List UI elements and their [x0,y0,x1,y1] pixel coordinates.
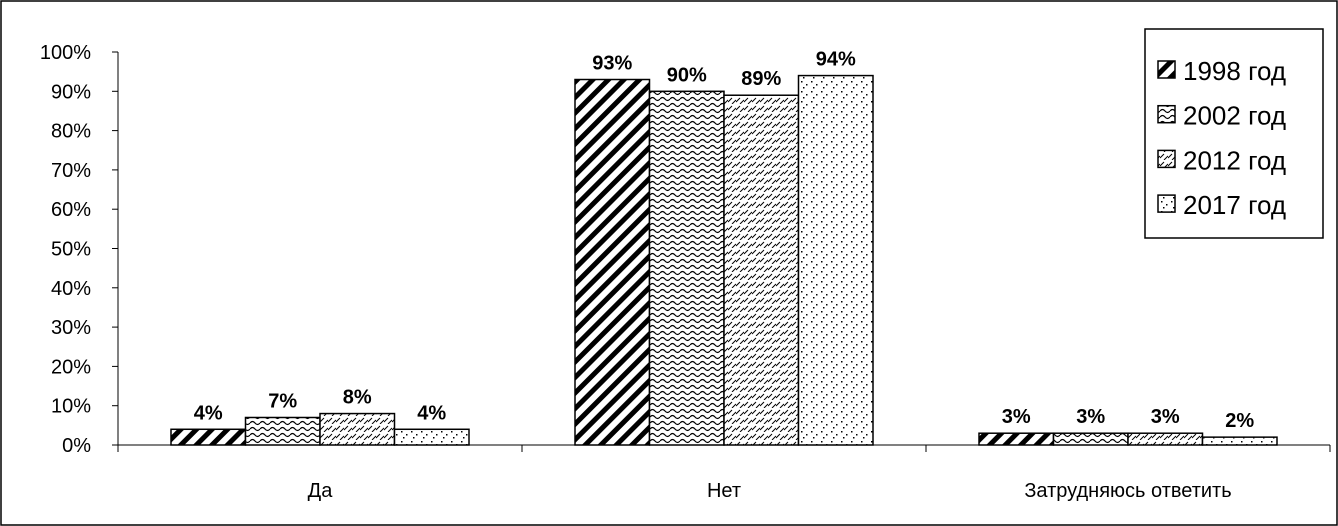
bar [797,74,874,446]
data-label: 90% [667,64,707,86]
data-label: 3% [1151,406,1180,428]
legend: 1998 год 2002 год 2012 год 2017 год [1144,28,1324,239]
y-tick-label: 40% [51,278,91,300]
data-labels: 4% 93% 3% 7% 90% 3% 8% 89% 3% 4% 94% 2% [194,49,1255,433]
data-label: 89% [741,68,781,90]
data-label: 3% [1076,406,1105,428]
y-tick-label: 100% [40,42,91,64]
category-label: Затрудняюсь ответить [1024,480,1231,502]
data-label: 93% [592,53,632,75]
legend-label: 2017 год [1183,190,1286,220]
y-axis: 0% 10% 20% 30% 40% 50% 60% 70% 80% 90% 100% [40,42,119,457]
category-label: Да [308,480,334,502]
bar [1201,436,1278,446]
data-label: 2% [1225,410,1254,432]
bar [978,432,1055,446]
bar [244,416,321,446]
y-tick-label: 80% [51,121,91,143]
data-label: 4% [417,402,446,424]
legend-label: 2002 год [1183,101,1286,131]
y-tick-label: 0% [62,435,91,457]
data-label: 4% [194,402,223,424]
bar [574,78,651,446]
data-label: 8% [343,387,372,409]
data-label: 3% [1002,406,1031,428]
bar [170,428,247,446]
y-tick-label: 60% [51,199,91,221]
y-tick-label: 20% [51,356,91,378]
legend-swatch [1157,194,1176,213]
bar [648,90,725,446]
data-label: 94% [816,49,856,71]
y-tick-label: 10% [51,396,91,418]
y-tick-label: 90% [51,81,91,103]
bars [170,74,1278,446]
data-label: 7% [268,390,297,412]
bar [319,412,396,446]
bar [723,94,800,446]
category-label: Нет [707,480,741,502]
y-tick-label: 30% [51,317,91,339]
legend-swatch [1157,104,1176,124]
legend-swatch [1157,149,1176,169]
bar [393,428,470,446]
legend-label: 2012 год [1183,145,1286,175]
legend-swatch [1157,60,1176,79]
y-tick-label: 70% [51,160,91,182]
legend-label: 1998 год [1183,56,1286,86]
bar [1127,432,1204,446]
bar [1052,432,1129,446]
y-tick-label: 50% [51,239,91,261]
